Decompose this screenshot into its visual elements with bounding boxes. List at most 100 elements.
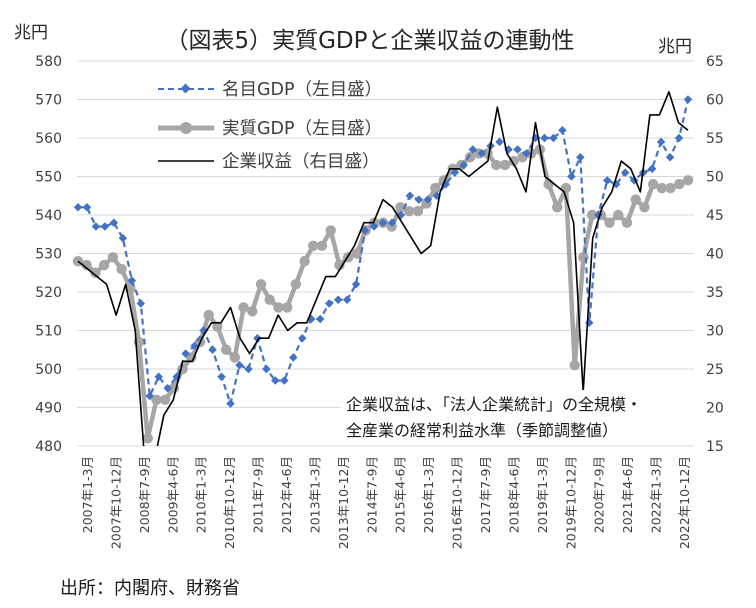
nominal-gdp-point <box>656 137 666 147</box>
y-left-tick-label: 570 <box>35 93 62 109</box>
real-gdp-point <box>665 182 676 194</box>
y-left-tick-label: 480 <box>35 439 62 455</box>
real-gdp-point <box>508 155 519 167</box>
nominal-gdp-point <box>342 295 352 304</box>
real-gdp-point <box>308 240 319 251</box>
x-tick-label: 2021年4-6月 <box>620 456 635 533</box>
series-group <box>72 91 694 446</box>
legend-item-real-gdp: 実質GDP（左目盛） <box>158 119 382 139</box>
x-tick-label: 2018年4-6月 <box>506 456 521 533</box>
real-gdp-point <box>81 259 92 271</box>
y-left-tick-label: 580 <box>35 54 62 70</box>
nominal-gdp-point <box>280 376 289 385</box>
real-gdp-point <box>586 209 598 221</box>
nominal-gdp-point <box>190 341 199 351</box>
x-tick-label: 2016年10-12月 <box>450 456 465 549</box>
real-gdp-point <box>186 352 197 363</box>
y-right-tick-label: 45 <box>706 208 724 224</box>
nominal-gdp-point <box>163 384 172 393</box>
x-tick-label: 2007年10-12月 <box>108 456 123 549</box>
real-gdp-point <box>238 302 249 313</box>
y-right-tick-label: 15 <box>706 439 724 455</box>
real-gdp-point <box>316 240 328 251</box>
y-right-tick-label: 55 <box>706 131 724 147</box>
nominal-gdp-point <box>585 318 594 328</box>
left-axis-unit: 兆円 <box>14 23 48 43</box>
real-gdp-point <box>325 225 336 236</box>
real-gdp-point <box>255 279 267 290</box>
real-gdp-point <box>90 267 101 278</box>
nominal-gdp-point <box>118 233 128 243</box>
real-gdp-point <box>299 256 310 267</box>
nominal-gdp-point <box>289 353 298 362</box>
y-right-tick-label: 35 <box>706 285 724 301</box>
nominal-gdp-point <box>558 126 567 135</box>
x-tick-label: 2010年10-12月 <box>222 456 237 549</box>
y-right-tick-label: 25 <box>706 362 724 378</box>
nominal-gdp-point <box>620 168 630 177</box>
real-gdp-point <box>107 252 119 263</box>
x-tick-label: 2019年1-3月 <box>535 456 550 533</box>
x-tick-label: 2022年10-12月 <box>677 456 692 549</box>
real-gdp-point <box>403 205 415 217</box>
y-right-tick-label: 60 <box>706 93 724 109</box>
x-tick-label: 2022年1-3月 <box>649 456 664 533</box>
x-tick-label: 2013年1-3月 <box>307 456 322 533</box>
x-tick-label: 2007年1-3月 <box>80 456 95 533</box>
nominal-gdp-point <box>647 164 657 174</box>
legend-item-profits: 企業収益（右目盛） <box>158 152 380 172</box>
nominal-gdp-point <box>405 191 415 200</box>
y-left-tick-label: 510 <box>35 324 62 340</box>
x-tick-label: 2015年4-6月 <box>393 456 408 533</box>
real-gdp-point <box>630 194 641 205</box>
y-right-tick-label: 50 <box>706 170 724 186</box>
nominal-gdp-point <box>226 399 235 408</box>
y-left-tick-label: 550 <box>35 170 62 186</box>
y-left-tick-label: 560 <box>35 131 62 147</box>
nominal-gdp-point <box>298 333 307 343</box>
right-axis-unit: 兆円 <box>658 37 692 57</box>
real-gdp-point <box>229 352 241 363</box>
real-gdp-point <box>220 344 232 355</box>
nominal-gdp-point <box>665 153 675 162</box>
corporate-profits-line <box>77 91 689 446</box>
nominal-gdp-point <box>136 299 146 308</box>
real-gdp-point <box>656 182 668 194</box>
nominal-gdp-point <box>414 195 424 204</box>
y-left-tick-label: 530 <box>35 247 62 263</box>
nominal-gdp-point <box>369 222 379 231</box>
real-gdp-point <box>247 306 258 317</box>
chart-title: （図表5）実質GDPと企業収益の連動性 <box>165 28 574 54</box>
real-gdp-point <box>621 217 633 228</box>
nominal-gdp-point <box>82 203 92 212</box>
real-gdp-point <box>604 217 615 228</box>
real-gdp-point <box>543 179 554 190</box>
x-tick-label: 2013年10-12月 <box>336 456 351 549</box>
real-gdp-point <box>273 302 284 313</box>
real-gdp-point <box>290 279 302 290</box>
x-tick-label: 2012年4-6月 <box>279 456 294 533</box>
y-right-tick-label: 40 <box>706 247 724 263</box>
x-tick-label: 2008年7-9月 <box>137 456 152 533</box>
x-axis-ticks: 2007年1-3月 2007年10-12月 2008年7-9月 2009年4-6月 20… <box>80 456 692 549</box>
x-tick-label: 2020年7-9月 <box>592 456 607 533</box>
real-gdp-point <box>430 182 441 194</box>
real-gdp-point <box>203 309 214 321</box>
nominal-gdp-point <box>378 218 388 227</box>
nominal-gdp-point <box>477 149 486 158</box>
legend: 名目GDP（左目盛） 実質GDP（左目盛） 企業収益（右目盛） <box>158 80 382 172</box>
nominal-gdp-point <box>324 299 334 308</box>
nominal-gdp-point <box>217 372 226 381</box>
real-gdp-point <box>264 294 275 305</box>
nominal-gdp-point <box>674 133 684 143</box>
nominal-gdp-point <box>181 349 190 358</box>
real-gdp-point <box>351 248 363 259</box>
nominal-gdp-point <box>109 218 119 227</box>
nominal-gdp-point <box>495 137 504 147</box>
nominal-gdp-point <box>683 95 693 104</box>
real-gdp-point <box>639 202 650 213</box>
real-gdp-point <box>142 433 153 444</box>
real-gdp-point <box>159 394 171 405</box>
y-left-tick-label: 540 <box>35 208 62 224</box>
nominal-gdp-point <box>450 168 460 177</box>
